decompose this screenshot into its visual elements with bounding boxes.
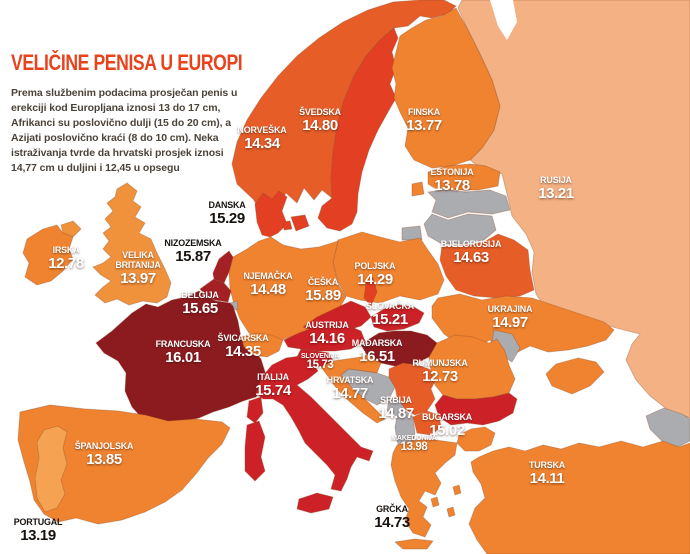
region-ireland	[22, 224, 74, 286]
region-belarus	[439, 233, 535, 299]
region-latvia	[427, 189, 511, 219]
region-corsica	[246, 396, 264, 424]
region-greece-isle-2	[446, 506, 456, 518]
page-title: VELIČINE PENISA U EUROPI	[11, 50, 243, 75]
region-gotland	[363, 277, 378, 307]
region-crete	[394, 538, 434, 550]
region-montenegro	[386, 396, 406, 418]
region-slovakia	[370, 304, 425, 332]
region-norway	[231, 0, 457, 209]
region-uk	[92, 182, 172, 306]
region-belgium	[199, 278, 232, 303]
region-turkey	[468, 440, 690, 554]
region-lithuania	[423, 213, 497, 245]
region-northern-ireland	[60, 220, 82, 238]
region-italy	[255, 355, 374, 492]
region-macedonia	[412, 410, 442, 436]
region-switzerland	[240, 332, 284, 358]
region-white-sea	[490, 0, 517, 40]
region-portugal	[34, 425, 68, 513]
region-finland	[391, 7, 501, 169]
region-crimea	[545, 357, 605, 395]
region-sardinia	[244, 420, 266, 482]
region-sweden	[317, 27, 399, 232]
region-denmark-isle-1	[290, 214, 310, 232]
region-poland	[332, 231, 445, 304]
region-greece-isle-3	[452, 484, 462, 496]
region-bulgaria	[434, 392, 518, 426]
region-greece	[390, 438, 458, 538]
intro-text: Prema službenim podacima prosječan penis…	[11, 87, 238, 174]
region-turkey-eu	[456, 426, 496, 452]
region-serbia	[388, 362, 438, 416]
region-spain	[17, 404, 231, 525]
region-estonia	[427, 163, 501, 191]
region-denmark-isle-2	[282, 220, 293, 231]
region-denmark	[254, 190, 288, 238]
region-georgia	[645, 407, 690, 448]
header: VELIČINE PENISA U EUROPI Prema službenim…	[11, 50, 249, 175]
region-netherlands	[212, 250, 234, 284]
region-greece-isle-1	[430, 496, 440, 508]
region-kaliningrad	[401, 225, 423, 241]
region-sicily	[296, 492, 334, 514]
region-estonia-isle	[411, 181, 425, 197]
